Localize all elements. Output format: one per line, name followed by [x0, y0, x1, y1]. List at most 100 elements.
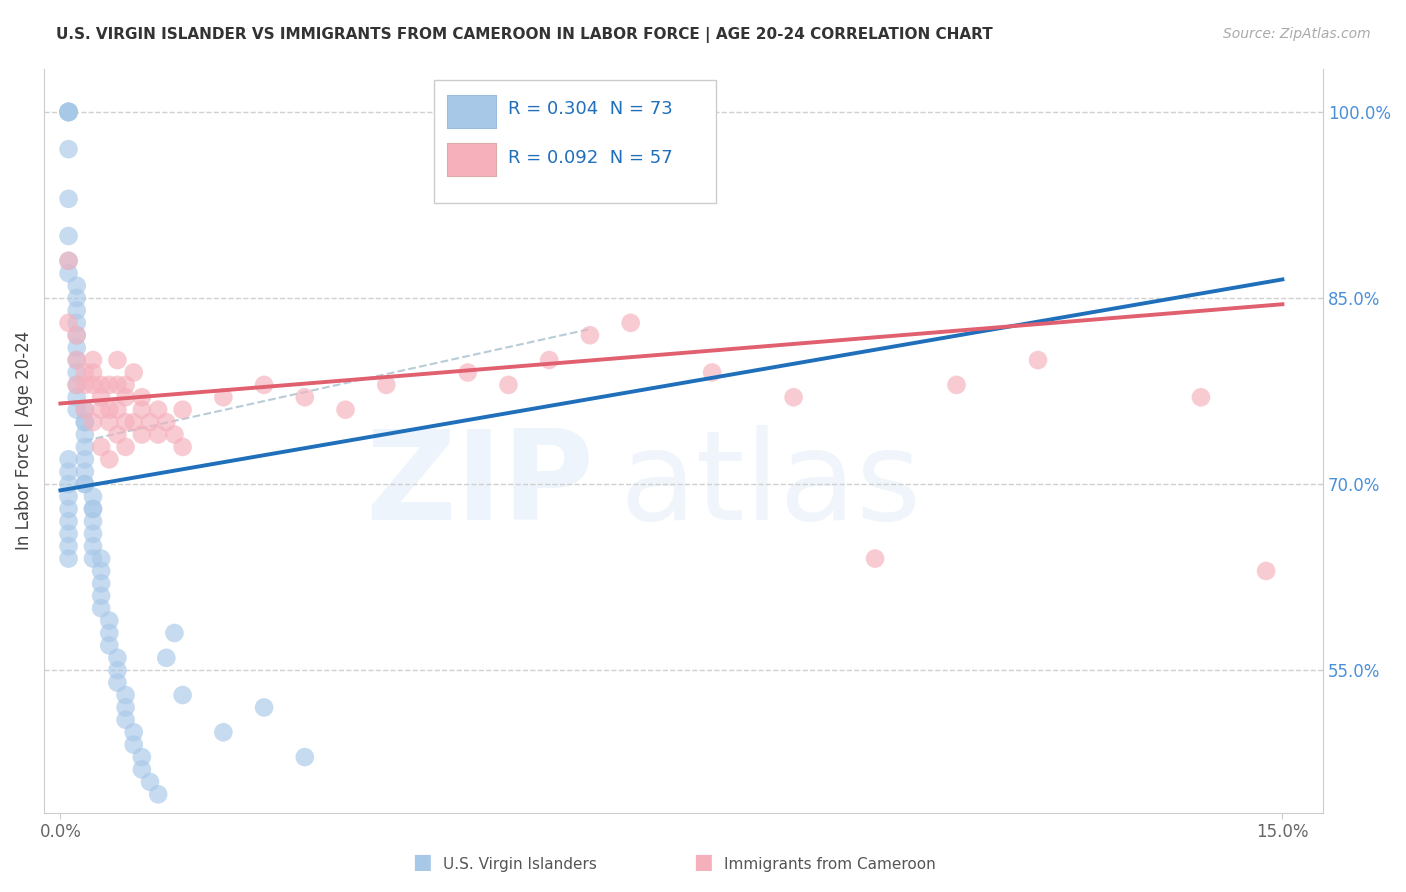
Point [66, 353, 89, 368]
Point [155, 415, 177, 429]
Point [114, 713, 136, 727]
Point [107, 402, 129, 417]
Point [90, 390, 112, 404]
Point [58, 551, 80, 566]
Point [98, 377, 121, 392]
Point [73, 402, 96, 417]
Point [58, 490, 80, 504]
Point [58, 253, 80, 268]
Text: ZIP: ZIP [366, 425, 595, 546]
Point [73, 440, 96, 454]
Point [66, 341, 89, 355]
Point [58, 266, 80, 280]
Point [139, 415, 162, 429]
Point [90, 601, 112, 615]
Point [107, 377, 129, 392]
Point [172, 402, 194, 417]
Text: Source: ZipAtlas.com: Source: ZipAtlas.com [1223, 27, 1371, 41]
Point [212, 725, 235, 739]
Point [66, 328, 89, 343]
Point [90, 576, 112, 591]
Point [782, 390, 804, 404]
Point [131, 390, 153, 404]
Point [82, 502, 104, 516]
Point [58, 502, 80, 516]
Text: R = 0.304  N = 73: R = 0.304 N = 73 [509, 101, 673, 119]
Point [538, 353, 561, 368]
FancyBboxPatch shape [434, 79, 716, 202]
Point [114, 415, 136, 429]
Point [98, 626, 121, 640]
Point [114, 377, 136, 392]
Point [73, 427, 96, 442]
Point [90, 402, 112, 417]
Point [122, 366, 145, 380]
Point [58, 514, 80, 528]
Point [172, 688, 194, 702]
Point [172, 440, 194, 454]
Point [122, 415, 145, 429]
Point [107, 427, 129, 442]
Point [58, 539, 80, 553]
Text: U.S. VIRGIN ISLANDER VS IMMIGRANTS FROM CAMEROON IN LABOR FORCE | AGE 20-24 CORR: U.S. VIRGIN ISLANDER VS IMMIGRANTS FROM … [56, 27, 993, 43]
Point [66, 328, 89, 343]
Point [294, 750, 316, 764]
Point [58, 104, 80, 119]
FancyBboxPatch shape [447, 95, 495, 128]
Text: atlas: atlas [620, 425, 922, 546]
Point [58, 229, 80, 244]
Point [114, 390, 136, 404]
Point [163, 626, 186, 640]
Text: U.S. Virgin Islanders: U.S. Virgin Islanders [443, 857, 596, 872]
Point [98, 452, 121, 467]
Point [73, 377, 96, 392]
Text: R = 0.092  N = 57: R = 0.092 N = 57 [509, 149, 673, 167]
Point [66, 402, 89, 417]
Point [163, 427, 186, 442]
Point [66, 291, 89, 305]
Point [58, 526, 80, 541]
Point [66, 377, 89, 392]
Point [66, 366, 89, 380]
FancyBboxPatch shape [447, 143, 495, 177]
Point [294, 390, 316, 404]
Point [114, 688, 136, 702]
Point [73, 465, 96, 479]
Point [58, 316, 80, 330]
Point [82, 539, 104, 553]
Point [139, 775, 162, 789]
Point [146, 787, 169, 801]
Point [66, 303, 89, 318]
Point [73, 477, 96, 491]
Point [457, 366, 479, 380]
Point [863, 551, 886, 566]
Point [131, 402, 153, 417]
Point [114, 700, 136, 714]
Point [98, 639, 121, 653]
Point [107, 675, 129, 690]
Point [131, 427, 153, 442]
Point [90, 589, 112, 603]
Point [107, 650, 129, 665]
Point [58, 104, 80, 119]
Point [58, 142, 80, 156]
Point [90, 440, 112, 454]
Point [131, 750, 153, 764]
Point [73, 415, 96, 429]
Point [82, 366, 104, 380]
Point [66, 377, 89, 392]
Point [114, 440, 136, 454]
Y-axis label: In Labor Force | Age 20-24: In Labor Force | Age 20-24 [15, 331, 32, 550]
Point [58, 253, 80, 268]
Point [1189, 390, 1212, 404]
Point [90, 551, 112, 566]
Point [146, 402, 169, 417]
Point [579, 328, 602, 343]
Point [945, 377, 967, 392]
Point [58, 104, 80, 119]
Point [498, 377, 520, 392]
Point [155, 650, 177, 665]
Point [98, 614, 121, 628]
Point [122, 738, 145, 752]
Point [73, 452, 96, 467]
